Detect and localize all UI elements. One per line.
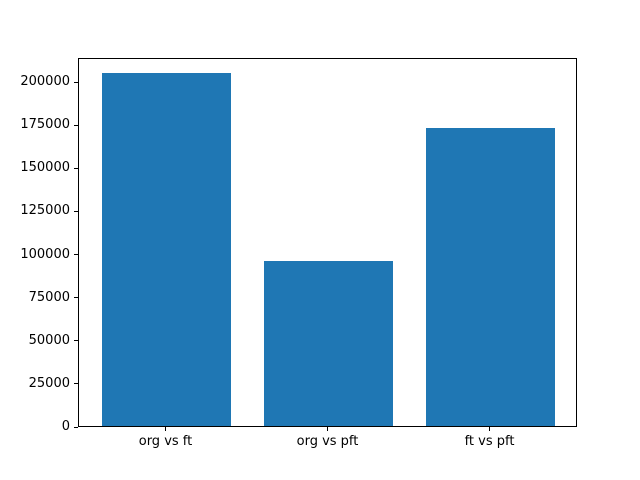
y-tick-label: 150000: [20, 160, 70, 176]
y-tick-label: 125000: [20, 203, 70, 219]
y-tick-mark: [74, 426, 78, 428]
x-tick-mark: [327, 427, 328, 431]
y-tick-mark: [74, 383, 78, 385]
x-tick-label: org vs ft: [138, 434, 193, 449]
y-tick-label: 75000: [28, 289, 70, 305]
x-tick-mark: [489, 427, 490, 431]
y-tick-label: 200000: [20, 74, 70, 90]
bar-org-vs-ft: [101, 73, 232, 426]
y-tick-label: 0: [61, 419, 70, 434]
y-tick-mark: [74, 340, 78, 342]
x-tick-label: org vs pft: [296, 434, 359, 449]
plot-area: [78, 58, 577, 427]
y-tick-label: 50000: [28, 332, 70, 348]
y-tick-label: 25000: [28, 375, 70, 391]
y-tick-mark: [74, 124, 78, 126]
y-tick-mark: [74, 254, 78, 256]
y-tick-mark: [74, 167, 78, 169]
bar-org-vs-pft: [263, 261, 394, 426]
y-tick-mark: [74, 297, 78, 299]
y-tick-label: 175000: [20, 117, 70, 133]
y-tick-mark: [74, 210, 78, 212]
bar-ft-vs-pft: [425, 127, 556, 426]
x-tick-mark: [164, 427, 166, 431]
y-tick-mark: [74, 81, 78, 83]
x-tick-label: ft vs pft: [464, 434, 515, 449]
y-tick-label: 100000: [20, 246, 70, 262]
